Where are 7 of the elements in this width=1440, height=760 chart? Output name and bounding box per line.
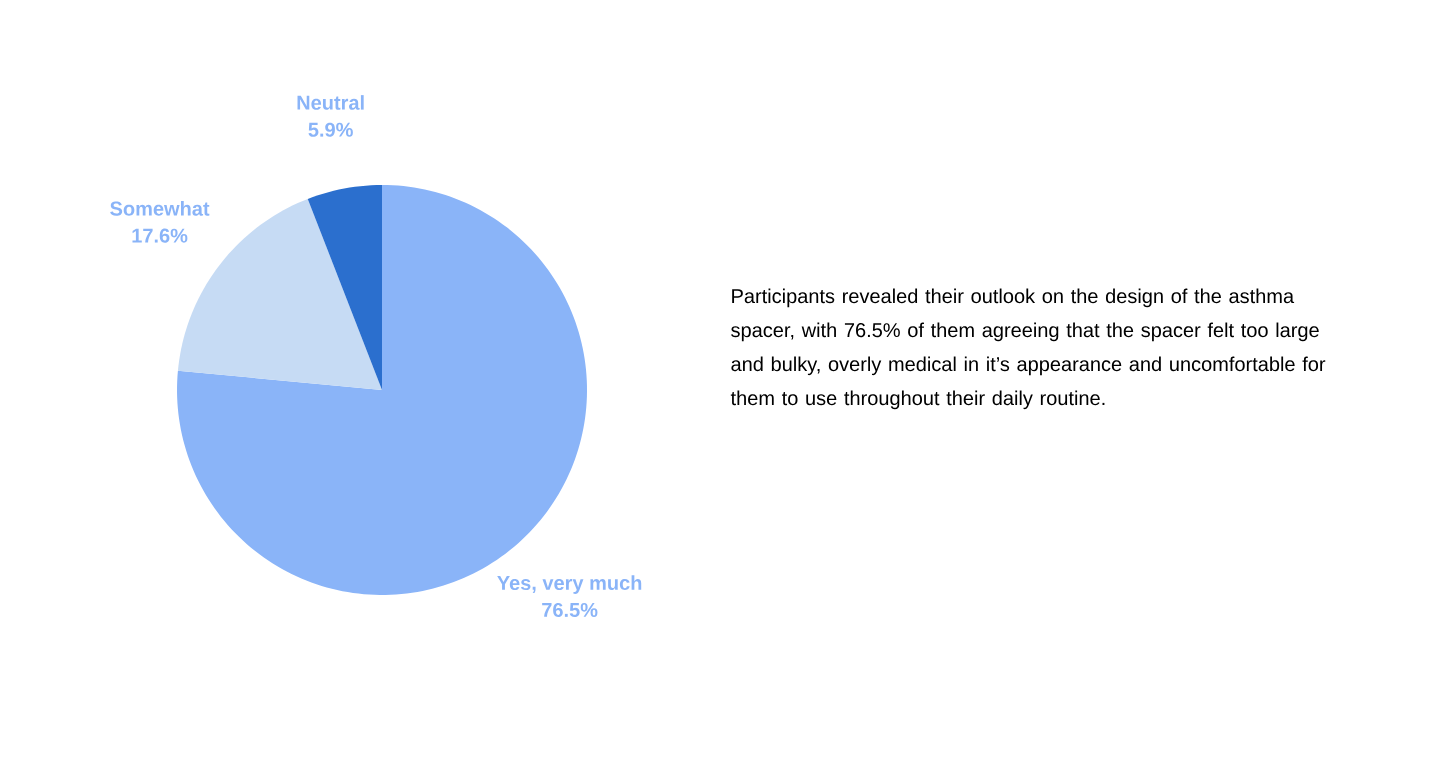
slice-label: Yes, very much <box>497 575 642 594</box>
text: Participants revealed their outlook on the design of the asthma spacer, with 76.5% of them agreeing that the spacer felt too large and bulky, overly medical in it’s appearance and uncomfortable for them to use throughout their daily routine. <box>730 288 1326 410</box>
slice-label: Somewhat <box>110 201 210 216</box>
slice-label: Neutral <box>297 95 364 110</box>
data-label: 76.5% <box>542 602 598 618</box>
data-label: 17.6% <box>132 228 188 243</box>
data-label: 5.9% <box>308 122 353 137</box>
